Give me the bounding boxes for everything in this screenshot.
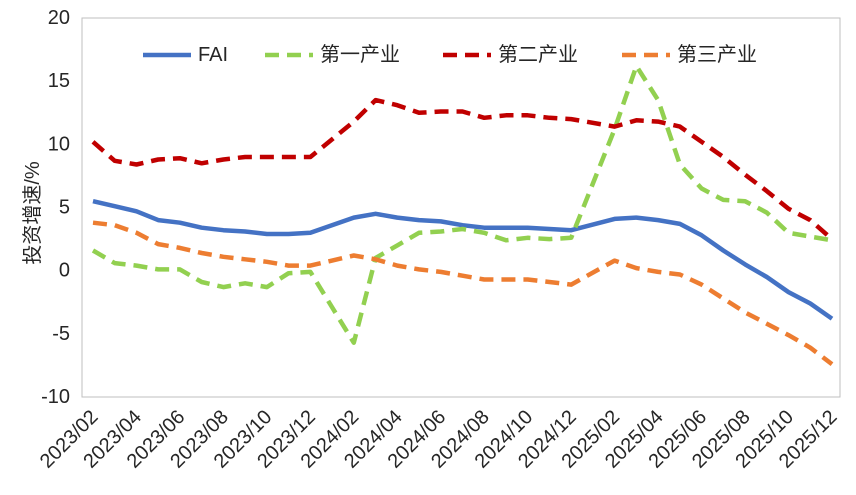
legend-label: 第一产业 <box>320 43 400 66</box>
y-tick-label: -5 <box>52 323 70 345</box>
y-tick-label: 10 <box>48 133 70 155</box>
x-axis-tick-labels: 2023/022023/042023/062023/082023/102023/… <box>36 406 842 473</box>
series-lines <box>91 63 834 366</box>
plot-area-frame <box>81 17 841 398</box>
legend-label: 第二产业 <box>498 43 578 66</box>
y-tick-label: 15 <box>48 70 70 92</box>
legend-item-primary-industry: 第一产业 <box>265 43 400 66</box>
y-tick-label: 5 <box>59 197 70 219</box>
series-line-secondary-industry <box>91 97 834 241</box>
series-line-fai <box>92 199 834 321</box>
legend-item-tertiary-industry: 第三产业 <box>622 43 757 66</box>
series-line-tertiary-industry <box>92 220 834 366</box>
legend-label: FAI <box>198 44 228 66</box>
y-axis-tick-labels: -10 -5 0 5 10 15 20 <box>41 7 70 408</box>
y-tick-label: 0 <box>59 260 70 282</box>
legend: FAI 第一产业 第二产业 第三产业 <box>143 43 757 66</box>
y-tick-label: 20 <box>48 7 70 29</box>
legend-item-fai: FAI <box>143 44 228 66</box>
series-line-primary-industry <box>91 63 833 345</box>
legend-item-secondary-industry: 第二产业 <box>443 43 578 66</box>
y-axis-label: 投资增速/% <box>21 161 44 265</box>
legend-label: 第三产业 <box>677 43 757 66</box>
y-tick-label: -10 <box>41 386 70 408</box>
